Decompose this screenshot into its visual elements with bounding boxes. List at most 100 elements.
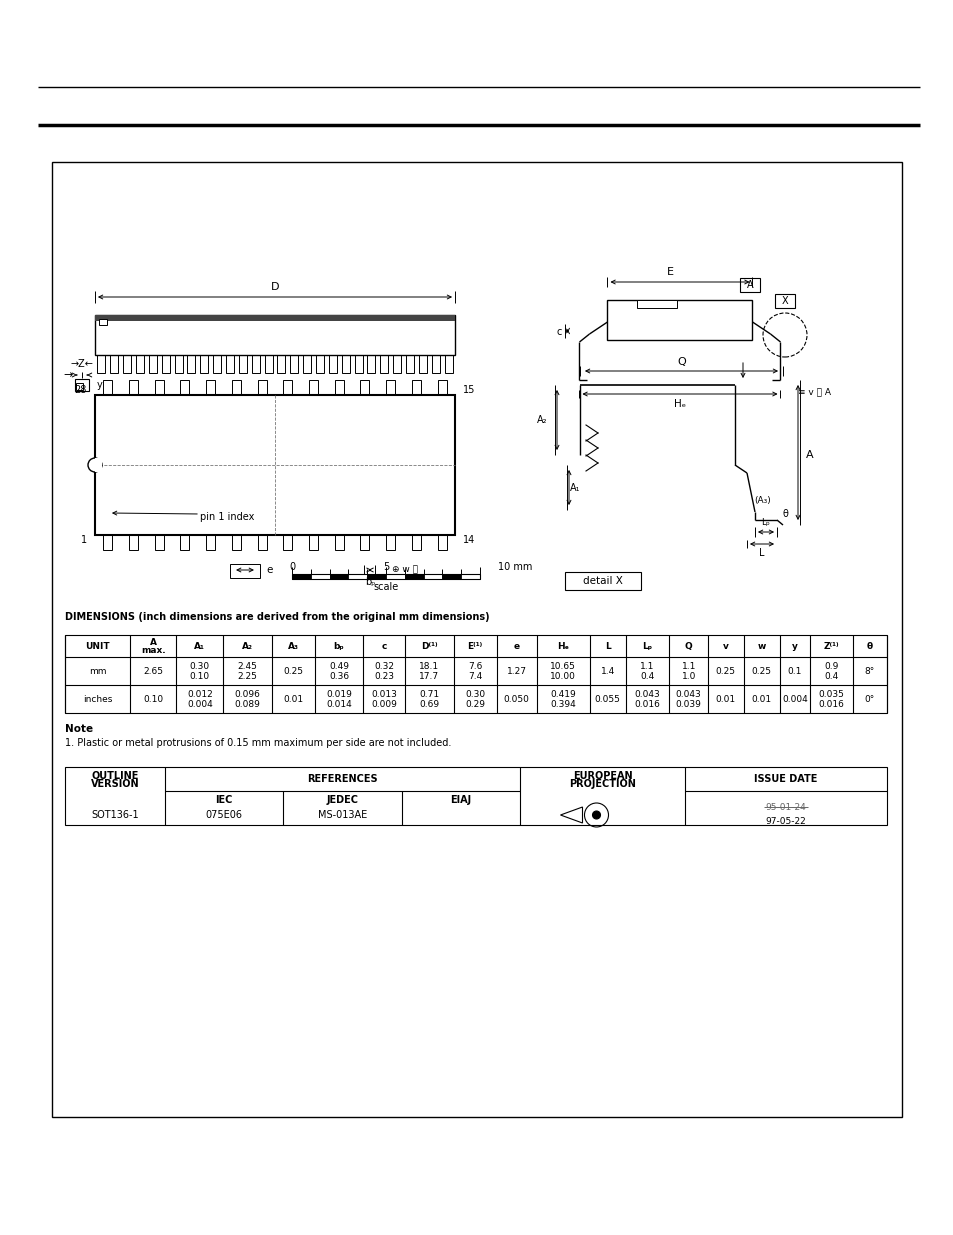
Text: E⁽¹⁾: E⁽¹⁾ — [467, 641, 482, 651]
Text: 0.394: 0.394 — [550, 699, 576, 709]
Bar — [423, 574, 442, 579]
Bar — [65, 635, 886, 713]
Text: D: D — [271, 282, 279, 291]
Text: 0.4: 0.4 — [639, 672, 654, 680]
Text: 0.016: 0.016 — [818, 699, 843, 709]
Text: REFERENCES: REFERENCES — [307, 774, 377, 784]
Bar — [637, 300, 677, 308]
Bar — [162, 354, 170, 373]
Text: scale: scale — [373, 582, 398, 592]
Text: inches: inches — [83, 694, 112, 704]
Text: 0.050: 0.050 — [503, 694, 529, 704]
Bar — [187, 354, 195, 373]
Text: 1.27: 1.27 — [506, 667, 526, 676]
Text: SOT136-1: SOT136-1 — [91, 810, 139, 820]
Text: pin 1 index: pin 1 index — [200, 513, 254, 522]
Text: 0.055: 0.055 — [594, 694, 619, 704]
Bar — [238, 354, 247, 373]
Text: D⁽¹⁾: D⁽¹⁾ — [420, 641, 437, 651]
Text: 14: 14 — [462, 535, 475, 545]
Bar — [136, 354, 144, 373]
Text: 0.36: 0.36 — [329, 672, 349, 680]
Text: 0.013: 0.013 — [371, 689, 396, 699]
Text: JEDEC: JEDEC — [326, 795, 358, 805]
Bar — [418, 354, 426, 373]
Bar — [129, 535, 138, 550]
Text: L: L — [604, 641, 610, 651]
Bar — [432, 354, 439, 373]
Bar — [103, 380, 112, 395]
Text: 0.014: 0.014 — [326, 699, 352, 709]
Text: L: L — [759, 548, 764, 558]
Text: 0.71: 0.71 — [419, 689, 439, 699]
Text: Hₑ: Hₑ — [557, 641, 569, 651]
Text: MS-013AE: MS-013AE — [317, 810, 367, 820]
Text: Z⁽¹⁾: Z⁽¹⁾ — [822, 641, 839, 651]
Text: 075E06: 075E06 — [206, 810, 242, 820]
Bar — [226, 354, 233, 373]
Text: 7.6: 7.6 — [467, 662, 482, 671]
Bar — [412, 380, 420, 395]
Text: DIMENSIONS (inch dimensions are derived from the original mm dimensions): DIMENSIONS (inch dimensions are derived … — [65, 613, 489, 622]
Text: 0: 0 — [289, 562, 294, 572]
Text: 0.1: 0.1 — [787, 667, 801, 676]
Text: max.: max. — [141, 646, 165, 655]
Text: c: c — [381, 641, 387, 651]
Bar — [386, 574, 404, 579]
Bar — [99, 319, 107, 325]
Bar — [95, 315, 455, 354]
Text: A₁: A₁ — [194, 641, 205, 651]
Text: 5: 5 — [382, 562, 389, 572]
Bar — [335, 535, 343, 550]
Bar — [213, 354, 221, 373]
Text: 0.01: 0.01 — [283, 694, 303, 704]
Bar — [404, 574, 423, 579]
Text: e: e — [513, 641, 519, 651]
Text: 0.30: 0.30 — [464, 689, 485, 699]
Bar — [97, 354, 106, 373]
Bar — [341, 354, 350, 373]
Text: e: e — [267, 564, 273, 576]
Text: θ: θ — [866, 641, 872, 651]
Text: 1. Plastic or metal protrusions of 0.15 mm maximum per side are not included.: 1. Plastic or metal protrusions of 0.15 … — [65, 739, 451, 748]
Text: 97-05-22: 97-05-22 — [765, 816, 805, 825]
Text: VERSION: VERSION — [91, 779, 139, 789]
Text: detail X: detail X — [582, 576, 622, 585]
Text: c: c — [556, 327, 561, 337]
Bar — [309, 380, 317, 395]
Bar — [206, 380, 215, 395]
Text: A₁: A₁ — [569, 483, 579, 493]
Bar — [154, 380, 164, 395]
Text: 0.043: 0.043 — [634, 689, 659, 699]
Text: ISSUE DATE: ISSUE DATE — [754, 774, 817, 784]
Bar — [232, 535, 241, 550]
Text: 15: 15 — [462, 385, 475, 395]
Bar — [154, 535, 164, 550]
Text: 0.4: 0.4 — [823, 672, 838, 680]
Text: Hₑ: Hₑ — [673, 399, 685, 409]
Bar — [564, 572, 640, 590]
Bar — [95, 458, 102, 472]
Text: 0.01: 0.01 — [751, 694, 771, 704]
Bar — [386, 380, 395, 395]
Bar — [292, 574, 479, 579]
Text: 0.009: 0.009 — [371, 699, 396, 709]
Text: 0.019: 0.019 — [326, 689, 352, 699]
Bar — [607, 300, 752, 340]
Bar — [180, 380, 190, 395]
Bar — [257, 380, 266, 395]
Bar — [386, 535, 395, 550]
Text: A₃: A₃ — [288, 641, 298, 651]
Text: θ: θ — [781, 509, 787, 519]
Text: 10 mm: 10 mm — [497, 562, 532, 572]
Bar — [75, 379, 89, 391]
Bar — [393, 354, 400, 373]
Bar — [283, 535, 292, 550]
Text: 0.23: 0.23 — [374, 672, 394, 680]
Bar — [315, 354, 324, 373]
Bar — [149, 354, 156, 373]
Text: A₂: A₂ — [242, 641, 253, 651]
Text: 0.004: 0.004 — [781, 694, 807, 704]
Bar — [95, 315, 455, 321]
Circle shape — [592, 811, 599, 819]
